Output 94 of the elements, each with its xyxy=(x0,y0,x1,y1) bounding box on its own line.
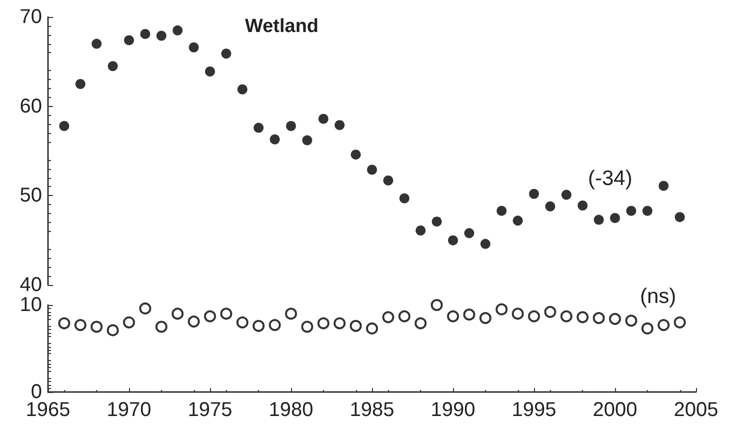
point xyxy=(383,175,394,186)
point xyxy=(398,310,410,322)
point xyxy=(480,238,490,249)
y-tick-label: 50 xyxy=(20,184,42,207)
point xyxy=(123,316,135,328)
point xyxy=(414,317,427,330)
point xyxy=(334,317,346,330)
point xyxy=(172,308,184,320)
x-tick-label: 2000 xyxy=(592,399,638,421)
point xyxy=(317,317,330,330)
point xyxy=(447,310,459,322)
point xyxy=(236,316,248,328)
x-tick-label: 1995 xyxy=(512,399,556,421)
point xyxy=(578,200,588,210)
point xyxy=(382,311,394,324)
x-tick-label: 2005 xyxy=(674,399,718,421)
point xyxy=(463,308,476,321)
point xyxy=(496,206,507,216)
point xyxy=(529,188,539,199)
point xyxy=(464,228,474,238)
point xyxy=(124,35,134,46)
point xyxy=(366,322,378,334)
point xyxy=(528,310,540,322)
point xyxy=(155,320,168,333)
point xyxy=(268,319,281,332)
point xyxy=(350,150,361,160)
point xyxy=(140,28,150,39)
point xyxy=(674,212,685,222)
point xyxy=(609,312,621,325)
point xyxy=(237,84,248,94)
x-tick-label: 1980 xyxy=(268,399,314,421)
point xyxy=(367,164,377,175)
point xyxy=(350,320,362,332)
point xyxy=(106,324,119,336)
point xyxy=(592,312,605,324)
point xyxy=(92,38,102,49)
point xyxy=(674,316,686,328)
annotation: Wetland xyxy=(245,16,319,37)
point xyxy=(139,302,152,314)
point xyxy=(188,316,200,328)
point xyxy=(641,322,654,334)
point xyxy=(626,206,636,216)
point xyxy=(188,42,199,52)
point xyxy=(286,120,296,131)
x-tick-label: 1975 xyxy=(188,399,232,421)
point xyxy=(318,114,328,124)
y-tick-label: 60 xyxy=(20,95,42,118)
point xyxy=(59,120,70,131)
point xyxy=(576,311,589,324)
point xyxy=(108,61,118,72)
point xyxy=(204,310,216,322)
point xyxy=(301,320,314,333)
point xyxy=(544,306,556,318)
y-tick-label: 70 xyxy=(20,6,42,28)
point xyxy=(270,134,280,144)
x-tick-label: 1985 xyxy=(350,399,394,421)
point xyxy=(205,66,215,76)
point xyxy=(625,314,638,327)
point xyxy=(172,25,183,36)
point xyxy=(334,120,345,130)
point xyxy=(254,122,264,133)
point xyxy=(561,190,572,200)
point xyxy=(399,193,410,204)
point xyxy=(90,320,103,333)
x-tick-label: 1990 xyxy=(430,399,476,421)
annotation: (-34) xyxy=(588,167,632,190)
annotation: (ns) xyxy=(640,285,676,308)
point xyxy=(220,308,232,320)
point xyxy=(156,30,166,41)
point xyxy=(560,310,572,322)
point xyxy=(479,312,492,324)
point xyxy=(512,308,524,320)
x-tick-label: 1970 xyxy=(106,399,152,421)
point xyxy=(74,319,86,332)
point xyxy=(496,303,508,316)
y-tick-label: 40 xyxy=(20,274,42,296)
point xyxy=(221,48,232,59)
y-tick-label: 10 xyxy=(20,294,42,316)
point xyxy=(658,319,670,332)
point xyxy=(285,308,297,320)
point xyxy=(430,299,443,311)
point xyxy=(658,180,669,191)
point xyxy=(512,216,523,226)
point xyxy=(416,226,426,236)
point xyxy=(610,213,620,223)
point xyxy=(594,214,604,225)
point xyxy=(302,135,312,146)
point xyxy=(432,216,442,227)
point xyxy=(252,320,265,332)
point xyxy=(448,235,458,246)
point xyxy=(75,79,86,89)
point xyxy=(58,317,70,330)
point xyxy=(642,206,652,216)
point xyxy=(545,201,556,212)
